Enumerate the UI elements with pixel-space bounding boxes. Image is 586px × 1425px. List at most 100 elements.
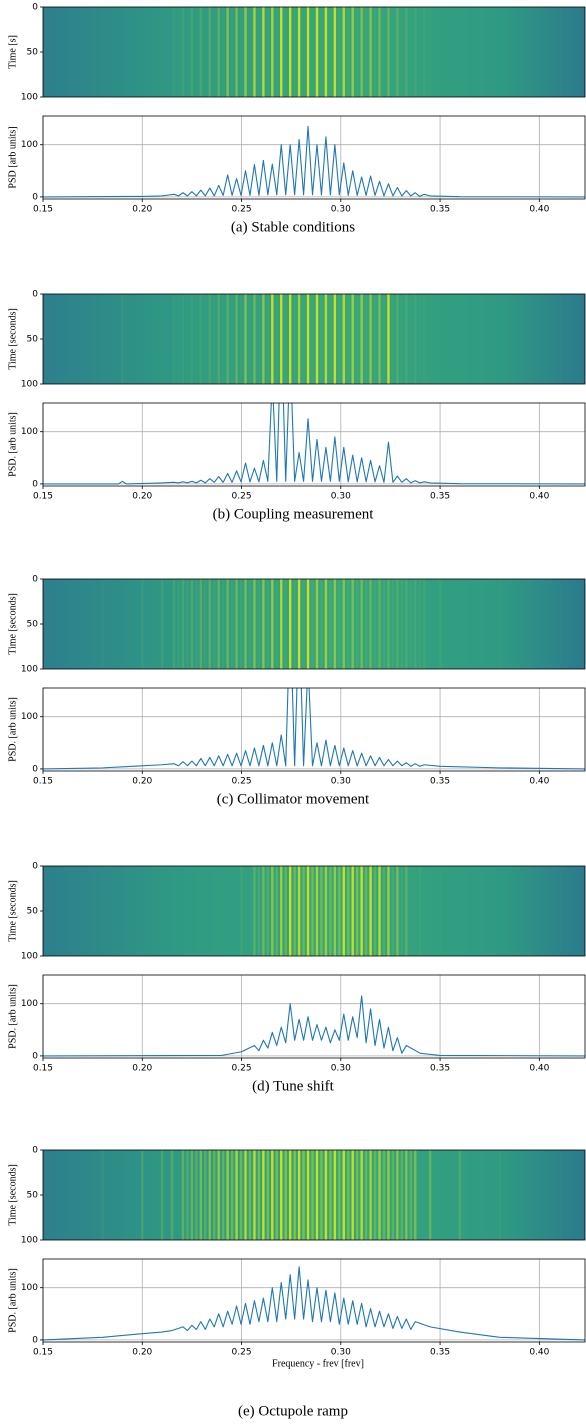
spectrogram-stripe bbox=[315, 7, 319, 97]
spectrogram-stripe bbox=[275, 1150, 278, 1240]
spectrogram-stripe bbox=[213, 7, 215, 97]
spectrogram-stripe bbox=[365, 7, 367, 97]
spectrogram-stripe bbox=[374, 7, 376, 97]
spectrogram-stripe bbox=[101, 1150, 104, 1240]
spectrogram-stripe bbox=[439, 866, 441, 956]
spectrogram-stripe bbox=[173, 294, 175, 384]
spectrogram-stripe bbox=[429, 7, 431, 97]
plot-frame bbox=[42, 974, 586, 1059]
spectrogram-stripe bbox=[387, 1150, 390, 1240]
spectrogram-stripe bbox=[217, 579, 220, 669]
spectrogram-stripe bbox=[177, 7, 179, 97]
spectrogram-stripe bbox=[360, 1150, 363, 1240]
spectrogram-stripe bbox=[288, 1150, 292, 1240]
spectrogram-stripe bbox=[405, 294, 408, 384]
spectrogram-stripe bbox=[271, 294, 274, 384]
spectrogram-stripe bbox=[244, 7, 247, 97]
spectrogram-stripe bbox=[498, 579, 500, 669]
spectrogram-stripe bbox=[186, 579, 189, 669]
spectrogram-stripe bbox=[161, 7, 163, 97]
spectrogram-stripe bbox=[333, 294, 337, 384]
spectrogram-bg bbox=[43, 294, 585, 384]
spectrogram-stripe bbox=[271, 579, 274, 669]
spectrogram-stripe bbox=[280, 866, 283, 956]
y-tick-label: 0 bbox=[32, 192, 38, 202]
spectrogram-stripe bbox=[392, 7, 394, 97]
spectrogram-stripe bbox=[333, 7, 337, 97]
spectrogram-stripe bbox=[342, 866, 345, 956]
x-tick-label: 0.40 bbox=[529, 777, 549, 787]
spectrogram-stripe bbox=[177, 579, 180, 669]
spectrogram-stripe bbox=[351, 579, 354, 669]
spectrogram-stripe bbox=[253, 294, 256, 384]
spectrogram-stripe bbox=[414, 7, 417, 97]
y-axis-label: PSD. [arb units] bbox=[7, 1268, 18, 1333]
spectrogram-stripe bbox=[235, 294, 238, 384]
spectrogram-stripe bbox=[226, 1150, 229, 1240]
spectrogram-stripe bbox=[391, 579, 395, 669]
spectrogram-stripe bbox=[373, 579, 377, 669]
spectrogram-stripe bbox=[190, 579, 194, 669]
spectrogram-stripe bbox=[342, 1150, 345, 1240]
spectrogram-stripe bbox=[306, 7, 310, 97]
spectrogram-stripe bbox=[405, 7, 408, 97]
spectrogram-stripe bbox=[284, 866, 287, 956]
spectrogram-stripe bbox=[275, 294, 278, 384]
spectrogram-stripe bbox=[248, 294, 252, 384]
spectrogram-stripe bbox=[355, 866, 359, 956]
psd-line bbox=[43, 125, 585, 198]
spectrogram-stripe bbox=[271, 866, 274, 956]
spectrogram-stripe bbox=[419, 866, 422, 956]
y-tick-label: 100 bbox=[21, 380, 38, 390]
spectrogram-stripe bbox=[288, 866, 292, 956]
spectrogram-stripe bbox=[235, 7, 238, 97]
psd-line bbox=[43, 688, 585, 770]
y-tick-label: 0 bbox=[32, 862, 38, 872]
x-tick-label: 0.30 bbox=[331, 492, 351, 502]
plot-frame bbox=[42, 687, 586, 772]
spectrogram-stripe bbox=[121, 294, 124, 384]
y-axis-label: Time [seconds] bbox=[7, 308, 18, 370]
y-tick-label: 100 bbox=[21, 952, 38, 962]
spectrogram-stripe bbox=[414, 579, 417, 669]
spectrogram-stripe bbox=[401, 7, 403, 97]
spectrogram-stripe bbox=[284, 1150, 287, 1240]
spectrogram-stripe bbox=[293, 866, 296, 956]
y-tick-label: 100 bbox=[21, 427, 38, 437]
spectrogram-stripe bbox=[160, 1150, 164, 1240]
y-tick-label: 0 bbox=[32, 3, 38, 13]
x-tick-label: 0.25 bbox=[232, 1064, 252, 1074]
spectrogram-stripe bbox=[208, 1150, 211, 1240]
spectrogram-stripe bbox=[338, 866, 341, 956]
spectrogram-stripe bbox=[338, 579, 341, 669]
spectrogram-stripe bbox=[271, 1150, 274, 1240]
spectrogram-stripe bbox=[315, 866, 319, 956]
spectrogram-stripe bbox=[342, 579, 345, 669]
spectrogram-stripe bbox=[221, 1150, 225, 1240]
spectrogram-stripe bbox=[231, 7, 233, 97]
spectrogram-stripe bbox=[249, 7, 251, 97]
spectrogram-stripe bbox=[297, 7, 301, 97]
y-axis-label: Time [seconds] bbox=[7, 1164, 18, 1226]
spectrogram-stripe bbox=[360, 866, 363, 956]
spectrogram-stripe bbox=[239, 579, 243, 669]
spectrogram-stripe bbox=[302, 866, 305, 956]
spectrogram-stripe bbox=[320, 579, 323, 669]
spectrogram-stripe bbox=[271, 7, 274, 97]
spectrogram-stripe bbox=[373, 1150, 377, 1240]
spectrogram-stripe bbox=[360, 7, 363, 97]
spectrogram-stripe bbox=[302, 1150, 305, 1240]
y-axis-label: PSD. [arb units] bbox=[7, 412, 18, 477]
spectrogram-stripe bbox=[356, 7, 358, 97]
x-tick-label: 0.35 bbox=[430, 492, 450, 502]
spectrogram-stripe bbox=[257, 866, 261, 956]
psd-line bbox=[43, 1266, 585, 1341]
spectrogram-stripe bbox=[396, 579, 399, 669]
x-tick-label: 0.30 bbox=[331, 205, 351, 215]
spectrogram-stripe bbox=[302, 7, 305, 97]
y-tick-label: 100 bbox=[21, 665, 38, 675]
spectrogram-stripe bbox=[419, 7, 421, 97]
spectrogram-stripe bbox=[204, 7, 206, 97]
spectrogram-stripe bbox=[195, 7, 197, 97]
spectrogram-stripe bbox=[373, 294, 377, 384]
